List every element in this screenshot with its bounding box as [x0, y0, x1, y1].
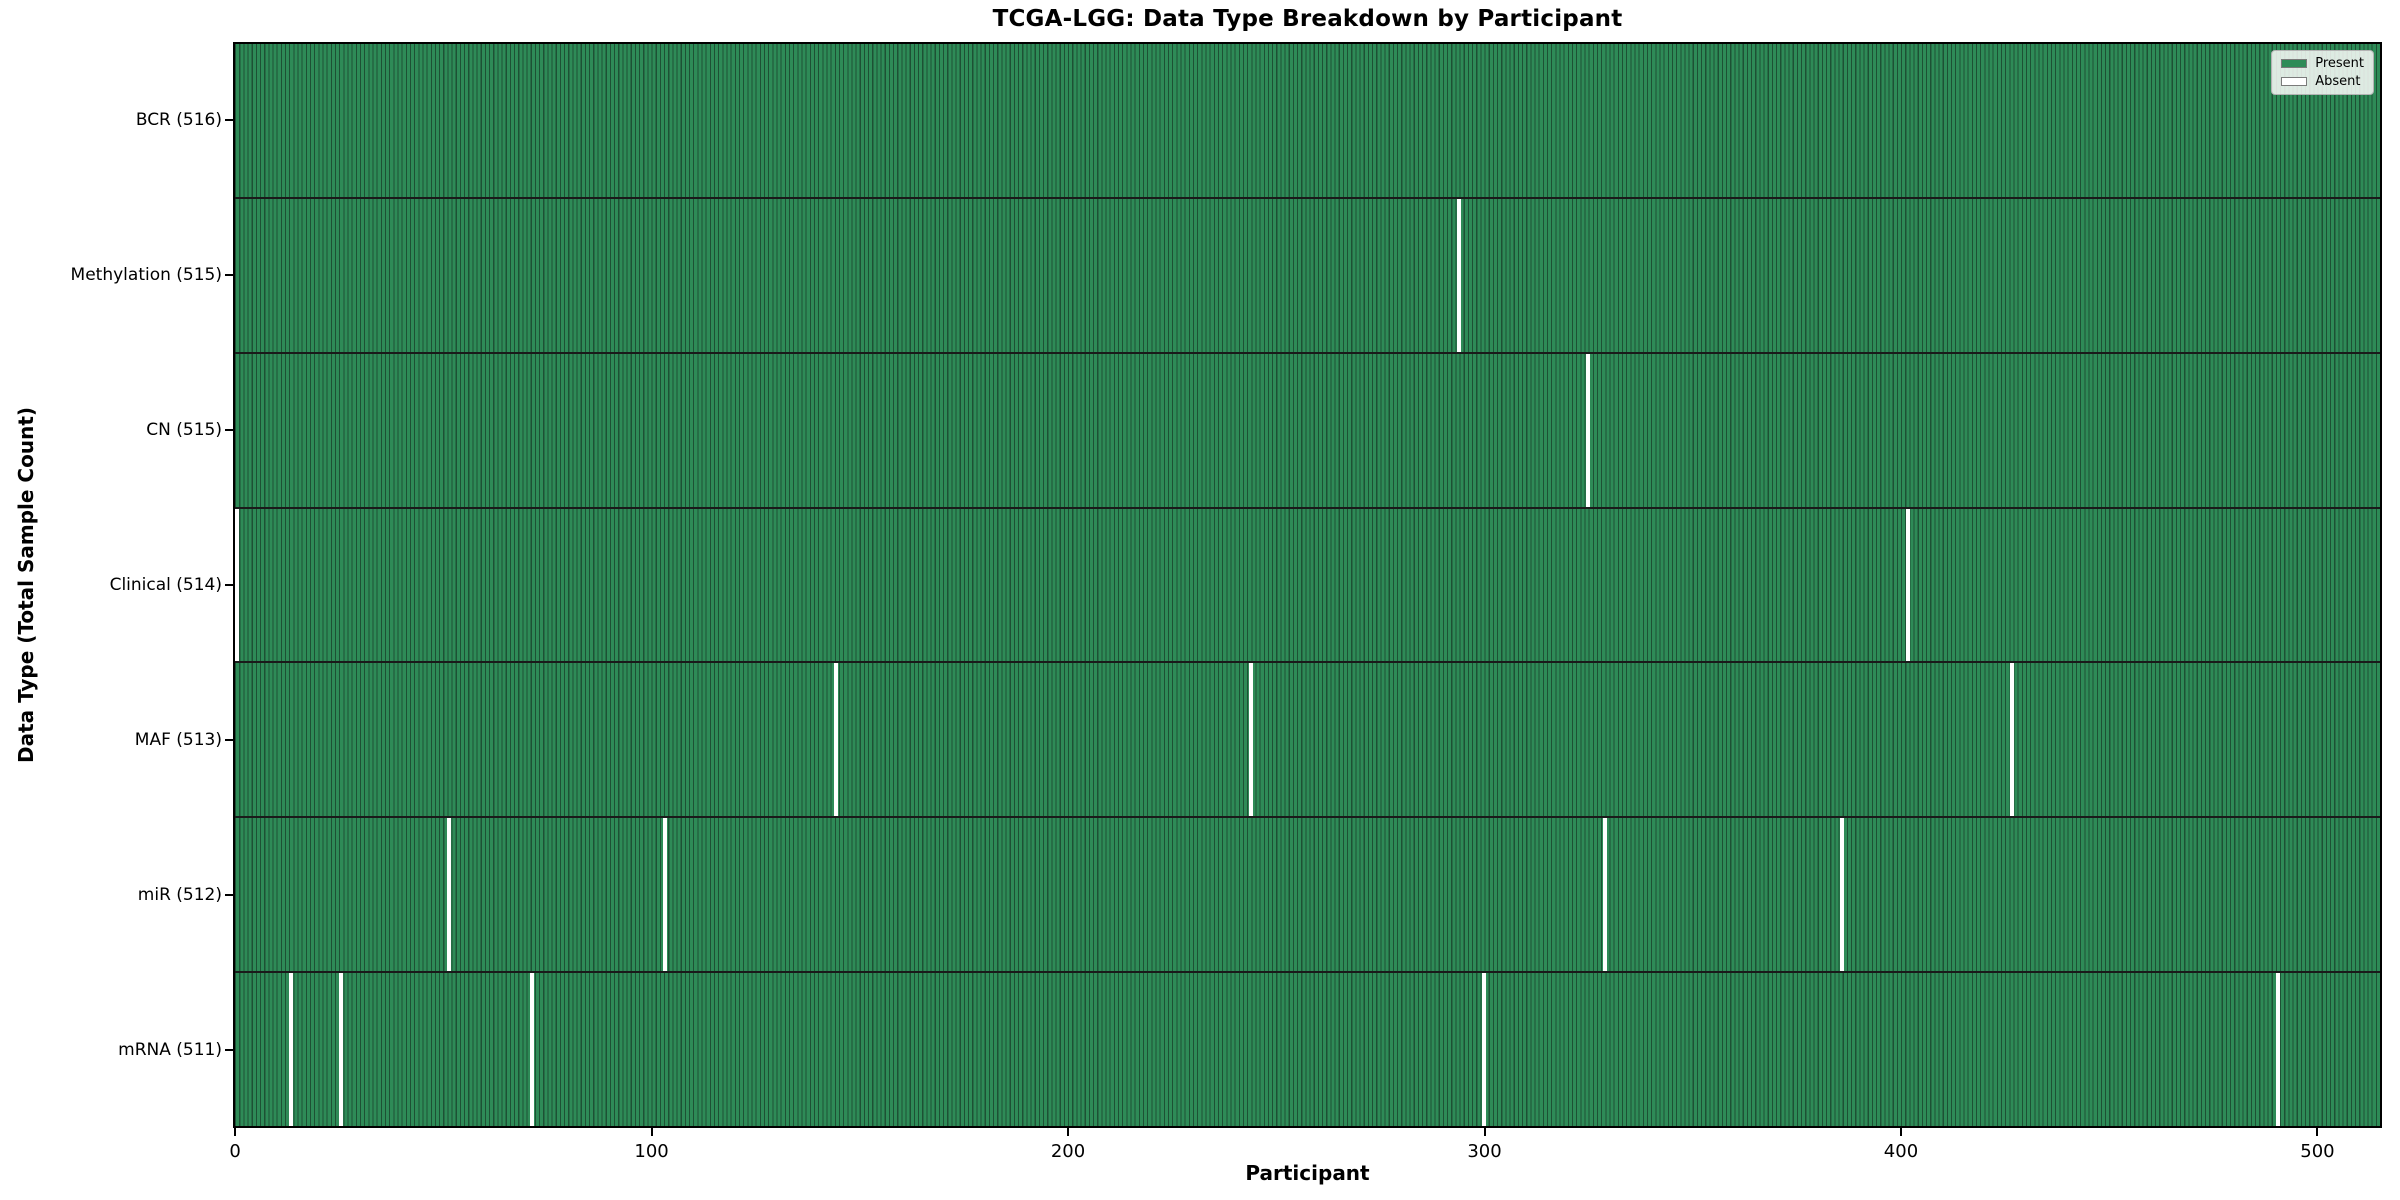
absent-gap	[530, 973, 535, 1127]
y-tick-label-CN: CN (515)	[146, 419, 222, 440]
legend-label-absent: Absent	[2315, 74, 2361, 89]
x-tick	[234, 1128, 237, 1136]
absent-gap	[1602, 818, 1607, 972]
y-tick	[225, 428, 233, 431]
absent-gap	[1482, 973, 1487, 1127]
heatmap-row-BCR	[235, 44, 2380, 197]
absent-gap	[2276, 973, 2281, 1127]
chart-title: TCGA-LGG: Data Type Breakdown by Partici…	[992, 6, 1623, 32]
absent-gap	[833, 663, 838, 817]
heatmap-row-CN	[235, 351, 2380, 507]
heatmap-row-miR	[235, 816, 2380, 972]
y-tick-label-Methylation: Methylation (515)	[70, 264, 222, 285]
absent-gap	[1839, 818, 1844, 972]
x-tick	[2316, 1128, 2319, 1136]
y-tick	[225, 584, 233, 586]
legend-label-present: Present	[2315, 56, 2364, 71]
heatmap-rows	[235, 44, 2380, 1127]
absent-gap	[663, 818, 668, 972]
x-tick-label-500: 500	[2300, 1141, 2335, 1162]
absent-gap	[1249, 663, 1254, 817]
x-tick-label-100: 100	[634, 1141, 669, 1162]
y-tick	[225, 1049, 233, 1052]
x-tick-label-400: 400	[1883, 1141, 1919, 1162]
legend: Present Absent	[2271, 50, 2374, 95]
y-tick	[225, 739, 233, 742]
present-swatch	[2281, 59, 2308, 68]
plot-area: Present Absent	[233, 42, 2382, 1128]
heatmap-row-Clinical	[235, 506, 2380, 662]
legend-entry-present: Present	[2281, 57, 2364, 70]
heatmap-row-mRNA	[235, 971, 2380, 1127]
x-tick	[1899, 1128, 1902, 1136]
absent-gap	[338, 973, 344, 1127]
absent-gap	[1586, 353, 1591, 507]
absent-gap	[235, 508, 240, 662]
x-tick	[650, 1128, 653, 1136]
heatmap-row-MAF	[235, 661, 2380, 817]
absent-swatch	[2281, 77, 2308, 86]
x-tick	[1483, 1128, 1486, 1136]
x-tick-label-0: 0	[229, 1141, 241, 1162]
y-tick-label-BCR: BCR (516)	[135, 109, 222, 130]
y-tick-label-miR: miR (512)	[137, 885, 222, 906]
y-tick-label-Clinical: Clinical (514)	[109, 575, 222, 595]
heatmap-row-Methylation	[235, 196, 2380, 352]
y-tick	[225, 894, 233, 897]
x-tick	[1067, 1128, 1070, 1136]
absent-gap	[2010, 663, 2015, 817]
absent-gap	[289, 973, 294, 1127]
legend-entry-absent: Absent	[2281, 75, 2364, 88]
y-tick-label-MAF: MAF (513)	[134, 730, 222, 751]
x-axis-label: Participant	[1245, 1161, 1370, 1185]
y-tick	[225, 118, 233, 121]
y-tick	[225, 273, 233, 276]
x-tick-label-300: 300	[1467, 1141, 1502, 1162]
y-tick-label-mRNA: mRNA (511)	[118, 1040, 222, 1061]
x-tick-label-200: 200	[1050, 1141, 1086, 1162]
absent-gap	[1457, 198, 1462, 352]
absent-gap	[1906, 508, 1911, 662]
absent-gap	[447, 818, 452, 972]
